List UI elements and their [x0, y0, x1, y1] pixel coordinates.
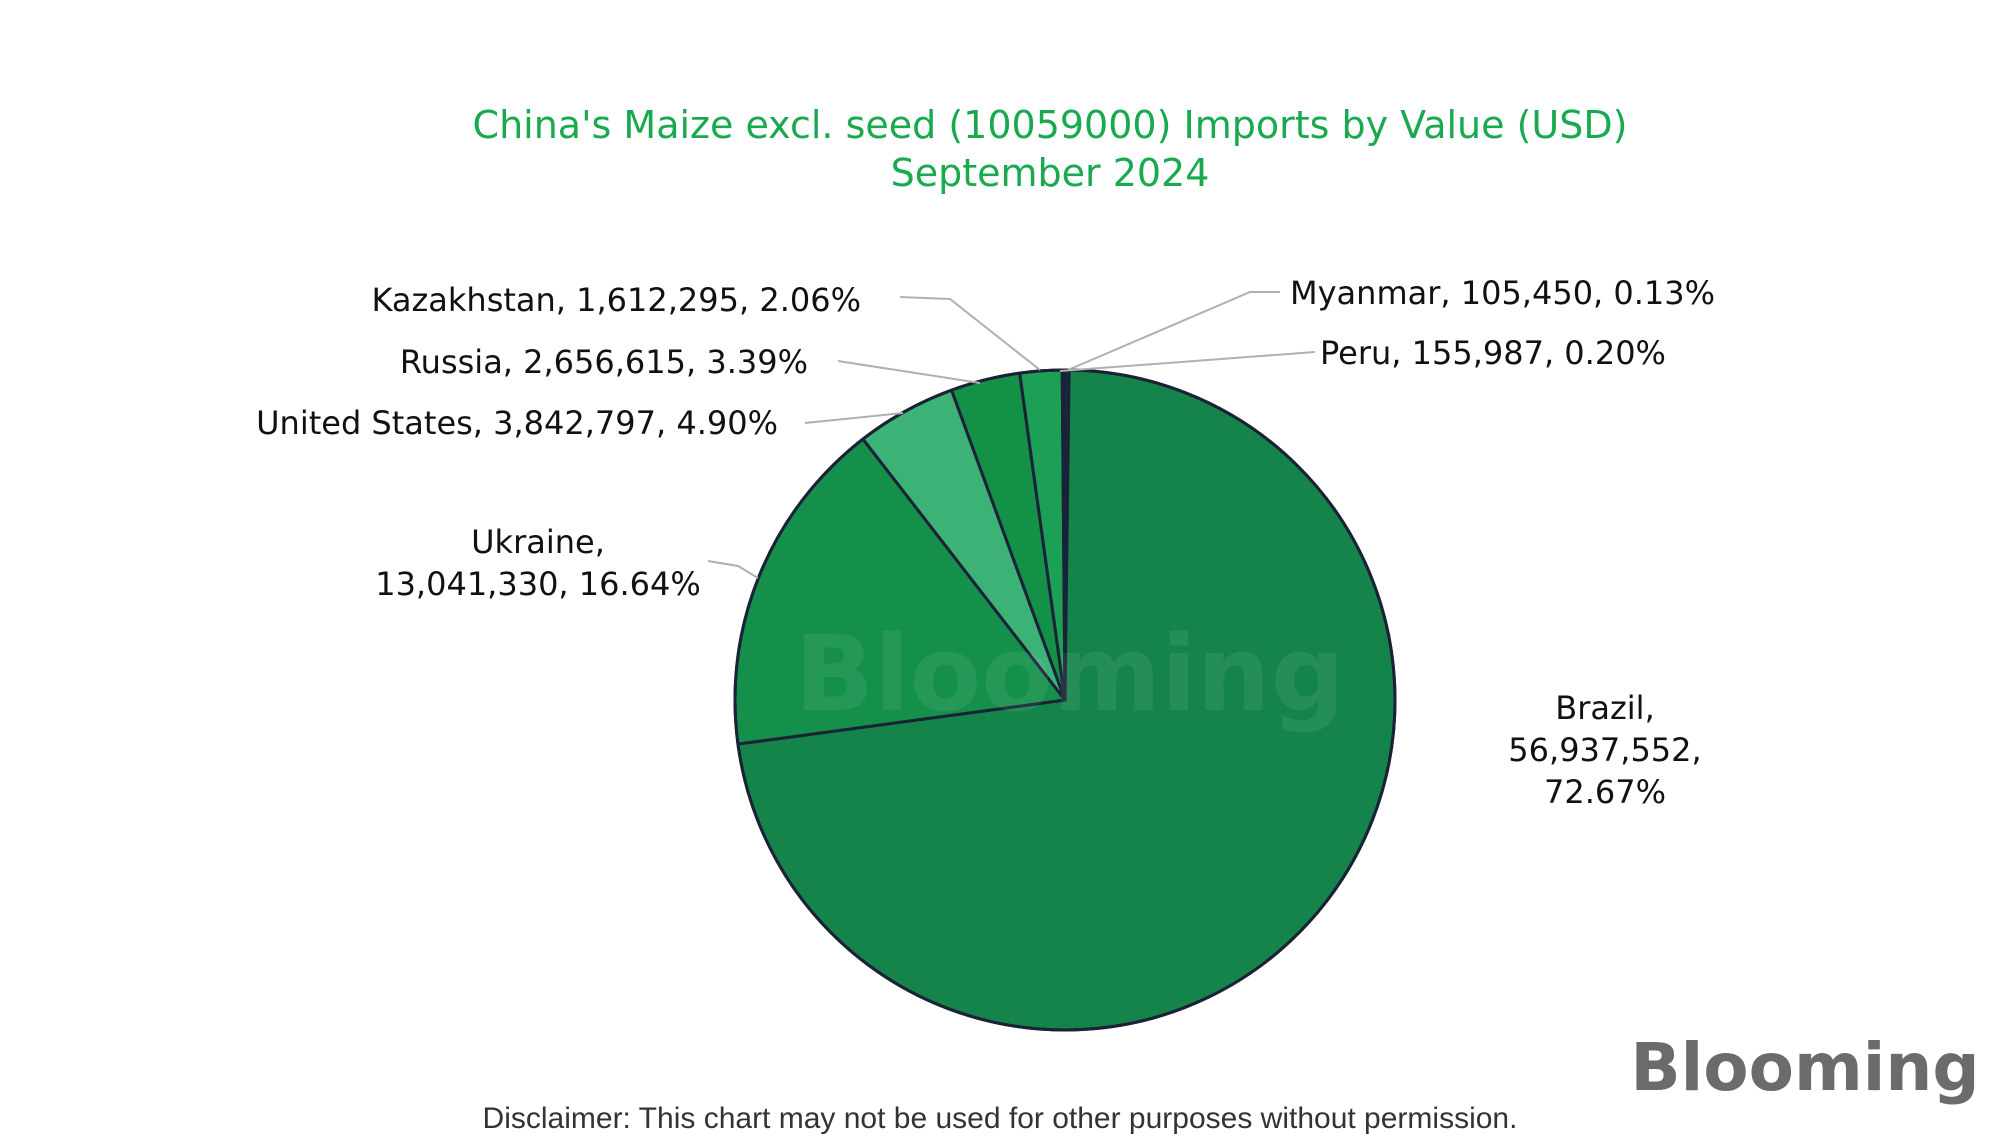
slice-label-russia: Russia, 2,656,615, 3.39% — [400, 343, 808, 381]
leader-line-ukraine — [707, 560, 759, 579]
leader-line-russia — [837, 360, 981, 384]
slice-label-ukraine: Ukraine, — [471, 523, 605, 561]
chart-subtitle: September 2024 — [890, 151, 1210, 195]
watermark-text: Blooming — [795, 613, 1345, 735]
leader-line-united-states — [804, 412, 904, 424]
logo-text: Blooming — [1630, 1029, 1979, 1106]
disclaimer-text: Disclaimer: This chart may not be used f… — [482, 1102, 1518, 1135]
slice-label-myanmar: Myanmar, 105,450, 0.13% — [1290, 274, 1715, 312]
slice-label-brazil: Brazil, — [1555, 689, 1654, 727]
slice-label-ukraine: 13,041,330, 16.64% — [375, 565, 701, 603]
leader-lines — [707, 291, 1316, 579]
slice-label-united-states: United States, 3,842,797, 4.90% — [256, 404, 778, 442]
leader-line-myanmar — [1067, 291, 1280, 371]
slice-labels: Peru, 155,987, 0.20% Brazil, 56,937,552, 72… — [256, 274, 1715, 811]
leader-line-kazakhstan — [899, 296, 1041, 371]
pie-slices — [733, 368, 1397, 1032]
slice-label-peru: Peru, 155,987, 0.20% — [1320, 334, 1666, 372]
chart-title: China's Maize excl. seed (10059000) Impo… — [472, 103, 1628, 147]
leader-line-peru — [1059, 351, 1316, 372]
slice-label-kazakhstan: Kazakhstan, 1,612,295, 2.06% — [371, 281, 861, 319]
blooming-logo: Blooming — [1630, 1029, 1979, 1106]
slice-label-brazil: 72.67% — [1544, 773, 1666, 811]
slice-label-brazil: 56,937,552, — [1508, 731, 1701, 769]
